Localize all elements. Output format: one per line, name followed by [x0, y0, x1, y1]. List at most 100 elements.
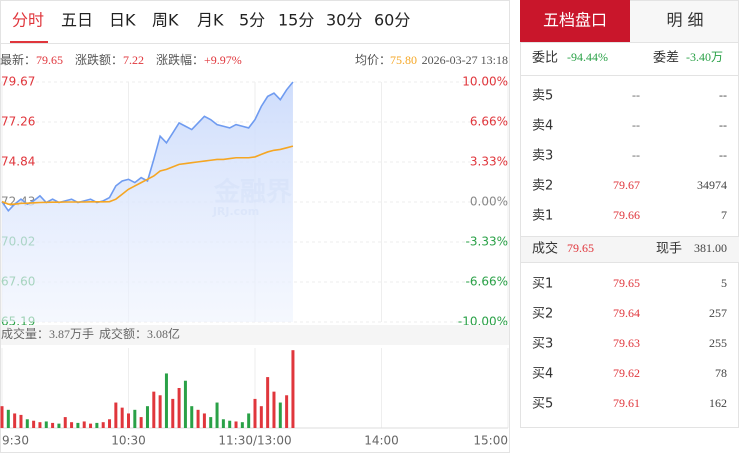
level-price: --: [632, 148, 640, 162]
chart-panel: [0, 0, 510, 453]
x-tick-label: 11:30/13:00: [218, 434, 291, 448]
volume-bar: [82, 421, 86, 428]
period-tab[interactable]: 月K: [197, 11, 224, 30]
level-price: --: [632, 88, 640, 102]
y2-tick-label: 10.00%: [462, 75, 508, 89]
price-area: [2, 82, 293, 322]
info-label: 最新：: [0, 52, 36, 67]
period-tab[interactable]: 五日: [61, 11, 93, 30]
volume-bar: [253, 398, 257, 428]
level-volume: 78: [715, 366, 727, 380]
volume-bar: [120, 407, 124, 428]
trade-label: 现手: [656, 242, 682, 257]
volume-bar: [247, 413, 251, 428]
period-tab[interactable]: 日K: [109, 11, 136, 30]
ratio-label: 委比: [532, 51, 558, 66]
volume-bar: [259, 406, 263, 428]
volume-bar: [164, 373, 168, 428]
info-value: 79.65: [36, 53, 63, 67]
period-tab[interactable]: 15分: [278, 11, 314, 30]
volume-bar: [38, 422, 42, 428]
level-label: 买1: [532, 277, 553, 292]
volume-bar: [13, 413, 17, 428]
info-value: 7.22: [123, 53, 144, 67]
trade-row-bg: [521, 236, 739, 262]
volume-bar: [215, 402, 219, 428]
volume-bar: [285, 395, 289, 428]
level-volume: --: [719, 148, 727, 162]
level-label: 卖1: [532, 209, 553, 224]
level-volume: 7: [721, 208, 727, 222]
order-tab[interactable]: 明 细: [666, 11, 703, 30]
volume-bar: [44, 421, 48, 428]
level-volume: --: [719, 118, 727, 132]
volume-bar: [221, 419, 225, 428]
volume-bar: [266, 377, 270, 428]
volume-bar: [291, 350, 295, 428]
y-tick-label: 74.84: [1, 155, 35, 169]
average-line: [1, 145, 294, 205]
order-tab[interactable]: 五档盘口: [543, 11, 607, 30]
period-tab[interactable]: 5分: [239, 11, 265, 30]
volume-bar: [158, 395, 162, 428]
volume-text: 成交额：3.08亿: [99, 326, 180, 341]
level-price: --: [632, 118, 640, 132]
info-value: +9.97%: [204, 53, 242, 67]
y-tick-label: 79.67: [1, 75, 35, 89]
level-volume: 5: [721, 276, 727, 290]
volume-bar: [19, 414, 23, 428]
level-price: 79.63: [613, 336, 640, 350]
volume-bar: [95, 422, 99, 428]
x-tick-label: 15:00: [473, 434, 508, 448]
volume-bar: [171, 398, 175, 428]
volume-bar: [183, 380, 187, 428]
level-label: 卖2: [532, 179, 553, 194]
level-price: 79.67: [613, 178, 640, 192]
volume-bar: [6, 409, 10, 428]
x-tick-label: 9:30: [2, 434, 29, 448]
level-price: 79.62: [613, 366, 640, 380]
period-tab[interactable]: 30分: [326, 11, 362, 30]
ratio-value: -94.44%: [567, 50, 608, 64]
info-value: 75.80: [390, 53, 417, 67]
volume-bar: [234, 421, 238, 428]
period-tab[interactable]: 60分: [374, 11, 410, 30]
volume-bar: [145, 406, 149, 428]
volume-header-bg: [1, 325, 509, 345]
trade-value: 381.00: [694, 241, 727, 255]
level-label: 卖3: [532, 149, 553, 164]
active-tab-bg: [520, 0, 630, 42]
volume-bar: [32, 420, 36, 428]
level-label: 卖4: [532, 119, 553, 134]
period-tab[interactable]: 分时: [12, 11, 44, 30]
tab-bg: [630, 1, 738, 42]
volume-bar: [127, 413, 130, 428]
y2-tick-label: 0.00%: [470, 195, 508, 209]
volume-bar: [240, 422, 244, 428]
trade-label: 成交: [532, 241, 558, 257]
volume-bar: [0, 406, 4, 428]
ratio-label: 委差: [653, 51, 679, 66]
x-tick-label: 10:30: [111, 434, 146, 448]
level-label: 买4: [532, 367, 553, 382]
volume-bar: [196, 409, 200, 428]
volume-bar: [139, 417, 143, 428]
trade-value: 79.65: [567, 241, 594, 255]
level-label: 买3: [532, 337, 553, 352]
level-volume: 162: [709, 396, 727, 410]
y2-tick-label: 3.33%: [470, 155, 508, 169]
level-price: 79.64: [613, 306, 640, 320]
y2-tick-label: 6.66%: [470, 115, 508, 129]
volume-bar: [89, 423, 93, 428]
info-label: 涨跌幅：: [156, 52, 204, 67]
volume-bar: [101, 422, 105, 428]
price-line: [1, 81, 294, 213]
x-tick-label: 14:00: [364, 434, 399, 448]
level-price: 79.61: [613, 396, 640, 410]
volume-bar: [202, 413, 206, 428]
y-tick-label: 77.26: [1, 114, 35, 128]
volume-bar: [272, 391, 276, 428]
period-tab[interactable]: 周K: [152, 11, 179, 30]
